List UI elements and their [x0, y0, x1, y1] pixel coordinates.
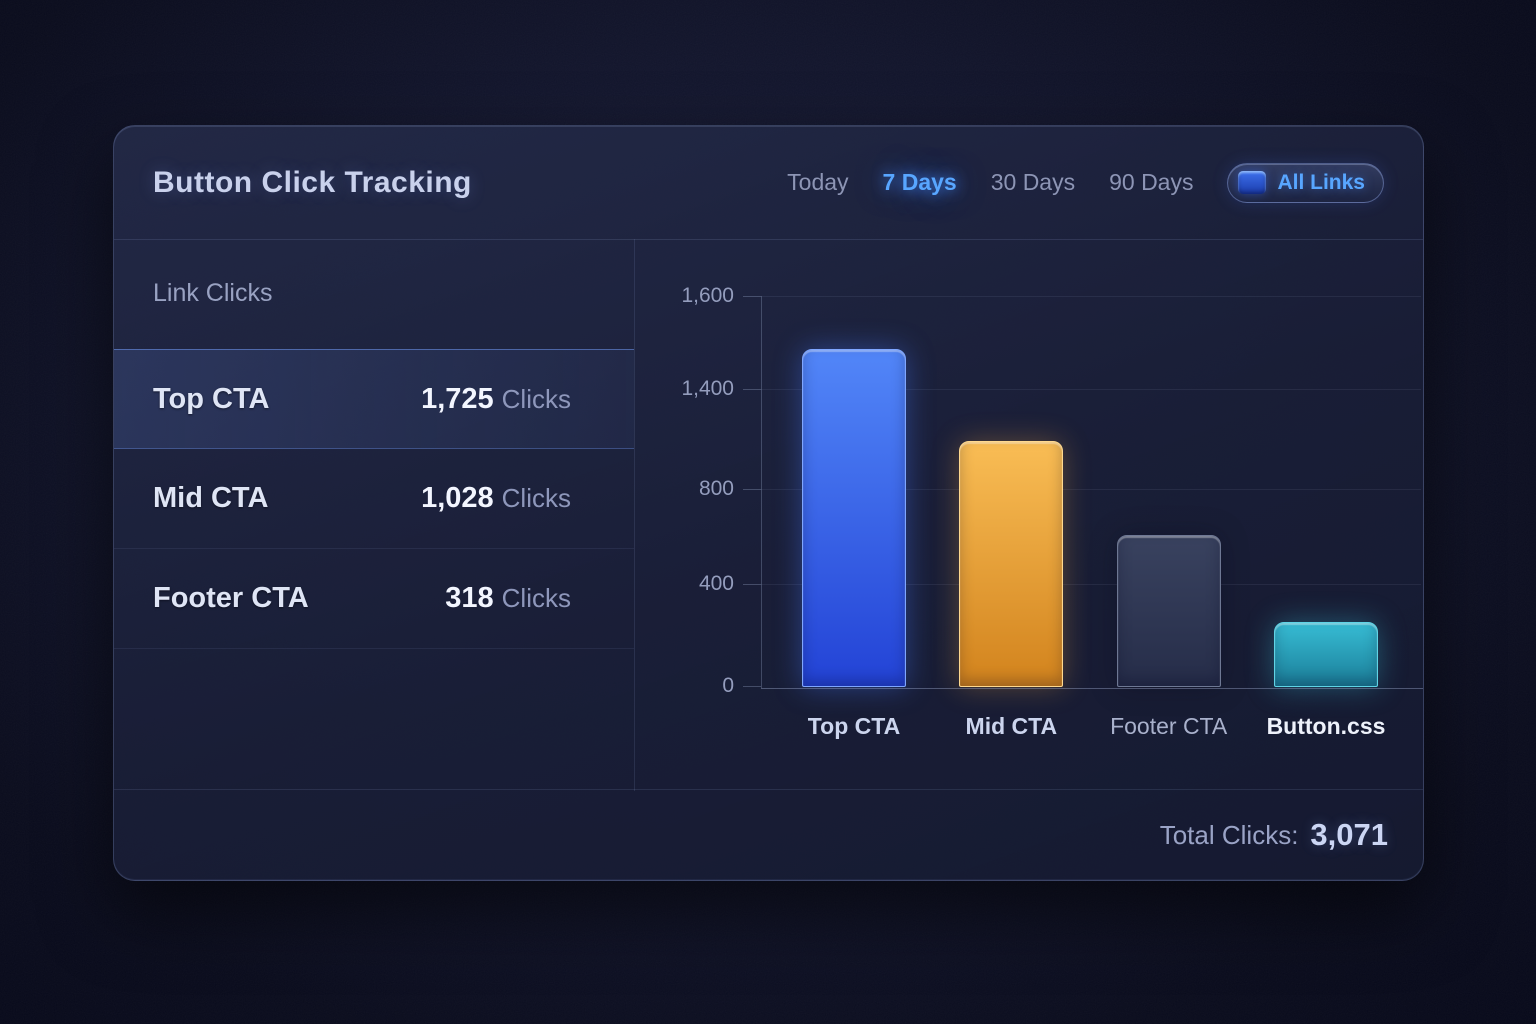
bar-chart: 1,600 1,400 800 400 0 Top CTA Mid CTA Fo…: [634, 239, 1425, 791]
link-label: Mid CTA: [153, 482, 269, 514]
y-tick-label: 0: [722, 674, 734, 698]
card-header: Button Click Tracking Today 7 Days 30 Da…: [114, 126, 1423, 239]
link-rows: Top CTA 1,725 Clicks Mid CTA 1,028 Clicks …: [114, 349, 634, 649]
y-tick-mark: [743, 296, 761, 297]
x-label-button-css: Button.css: [1266, 713, 1386, 739]
all-links-button[interactable]: All Links: [1227, 162, 1384, 203]
y-tick-mark: [743, 488, 761, 490]
filter-7-days[interactable]: 7 Days: [882, 169, 957, 195]
y-tick-mark: [743, 686, 761, 688]
gridline: [761, 488, 1421, 490]
all-links-label: All Links: [1277, 170, 1365, 194]
link-row-top-cta[interactable]: Top CTA 1,725 Clicks: [114, 349, 634, 449]
y-tick-mark: [743, 388, 761, 390]
link-row-footer-cta[interactable]: Footer CTA 318 Clicks: [114, 549, 634, 649]
link-value: 1,725 Clicks: [421, 382, 571, 415]
y-tick-label: 1,600: [681, 284, 734, 307]
y-tick-mark: [743, 584, 761, 586]
link-row-mid-cta[interactable]: Mid CTA 1,028 Clicks: [114, 449, 634, 549]
x-label-mid-cta: Mid CTA: [965, 713, 1058, 739]
time-filter-group: Today 7 Days 30 Days 90 Days: [787, 169, 1193, 196]
panel-divider: [634, 239, 635, 791]
x-axis: [761, 688, 1423, 689]
y-tick-label: 400: [698, 572, 734, 596]
dashboard-card: Button Click Tracking Today 7 Days 30 Da…: [113, 125, 1424, 881]
plot-area: [761, 296, 1421, 688]
filter-30-days[interactable]: 30 Days: [990, 169, 1076, 195]
link-clicks-panel: Link Clicks Top CTA 1,725 Clicks Mid CTA …: [114, 239, 634, 789]
x-label-top-cta: Top CTA: [807, 713, 901, 739]
filter-90-days[interactable]: 90 Days: [1109, 169, 1194, 195]
total-clicks-label: Total Clicks:: [1159, 819, 1299, 850]
bar-top-cta[interactable]: [802, 349, 906, 687]
header-divider: [114, 239, 1423, 240]
link-value: 1,028 Clicks: [421, 482, 571, 514]
link-value: 318 Clicks: [445, 582, 571, 614]
link-label: Footer CTA: [153, 582, 309, 614]
link-label: Top CTA: [153, 382, 270, 415]
panel-heading: Link Clicks: [153, 279, 273, 307]
y-tick-label: 1,400: [681, 376, 734, 400]
filter-today[interactable]: Today: [787, 169, 849, 195]
card-footer: Total Clicks: 3,071: [114, 789, 1423, 880]
gridline: [761, 296, 1421, 297]
x-label-footer-cta: Footer CTA: [1110, 713, 1228, 739]
bar-mid-cta[interactable]: [959, 440, 1064, 687]
total-clicks-value: 3,071: [1310, 817, 1388, 852]
y-axis: [761, 296, 762, 688]
checkbox-icon: [1238, 171, 1267, 194]
gridline: [761, 584, 1421, 586]
bar-button-css[interactable]: [1273, 621, 1378, 687]
y-tick-label: 800: [698, 476, 734, 500]
gridline: [761, 388, 1421, 390]
page-title: Button Click Tracking: [153, 165, 472, 199]
bar-footer-cta[interactable]: [1116, 534, 1221, 687]
